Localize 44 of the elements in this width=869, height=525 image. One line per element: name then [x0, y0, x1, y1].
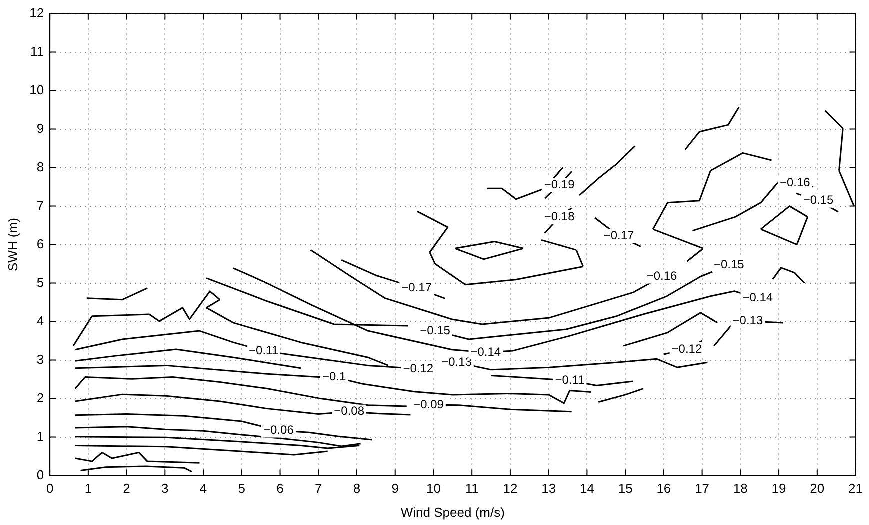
y-tick-label: 1	[36, 428, 44, 444]
x-tick-label: 7	[315, 481, 322, 496]
y-tick-label: 9	[36, 120, 44, 136]
x-tick-label: 3	[162, 481, 169, 496]
y-tick-label: 11	[30, 44, 44, 59]
x-tick-label: 10	[426, 481, 441, 496]
x-tick-label: 15	[618, 481, 633, 496]
annotation: −0.13	[442, 354, 472, 369]
annotation: −0.09	[414, 397, 444, 412]
y-tick-label: 4	[36, 313, 44, 328]
y-tick-label: 7	[36, 198, 44, 213]
x-tick-label: 13	[542, 481, 556, 496]
x-tick-label: 16	[656, 481, 672, 496]
x-tick-label: 20	[810, 481, 825, 496]
x-tick-label: 9	[392, 481, 399, 496]
x-tick-label: 19	[772, 481, 786, 496]
annotation: −0.12	[403, 361, 434, 376]
x-tick-label: 5	[238, 481, 246, 496]
x-tick-label: 6	[276, 481, 284, 496]
x-tick-label: 8	[353, 481, 361, 496]
y-tick-label: 0	[36, 467, 44, 482]
annotation: −0.15	[714, 258, 745, 272]
y-axis-title: SWH (m)	[5, 218, 20, 272]
x-tick-label: 0	[46, 481, 54, 496]
x-tick-label: 2	[123, 481, 130, 496]
annotation: −0.16	[646, 269, 678, 284]
y-tick-label: 3	[36, 352, 44, 367]
annotation: −0.15	[420, 323, 451, 338]
y-tick-label: 6	[36, 236, 44, 252]
y-tick-label: 12	[30, 5, 44, 20]
x-tick-label: 4	[200, 481, 208, 496]
annotation: −0.14	[742, 290, 774, 305]
x-tick-label: 21	[848, 481, 864, 496]
y-tick-label: 10	[30, 82, 44, 98]
x-tick-label: 1	[84, 481, 92, 496]
y-tick-label: 8	[36, 159, 44, 174]
y-tick-label: 5	[36, 274, 44, 290]
x-tick-label: 14	[580, 481, 594, 496]
x-tick-label: 18	[733, 481, 748, 496]
y-tick-label: 2	[36, 390, 44, 406]
x-tick-label: 12	[503, 481, 518, 496]
x-axis-title: Wind Speed (m/s)	[400, 504, 505, 520]
x-tick-label: 11	[465, 481, 479, 496]
x-tick-label: 17	[695, 481, 710, 496]
